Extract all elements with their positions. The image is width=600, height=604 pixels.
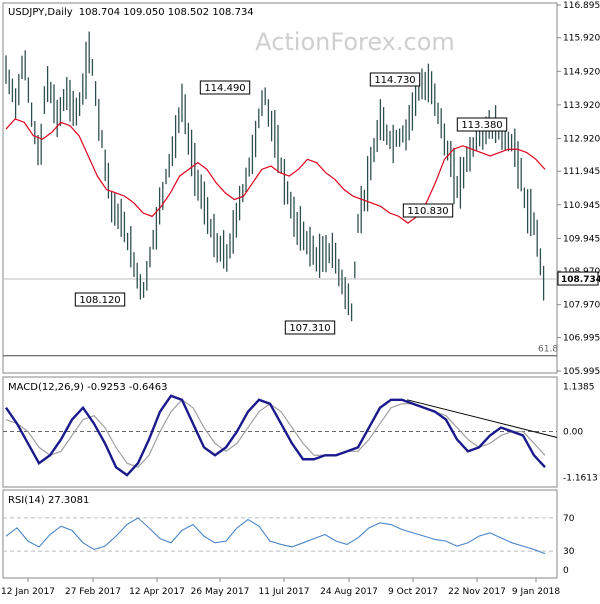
annotation-label: 110.830: [407, 206, 448, 217]
macd-signal-line: [5, 399, 546, 468]
rsi-panel: [2, 489, 558, 579]
rsi-tick-label: 30: [563, 547, 575, 557]
macd-tick-label: -1.1613: [563, 474, 598, 484]
rsi-plot: [3, 517, 557, 555]
y-tick-label: 112.920: [563, 134, 600, 144]
x-tick-label: 12 Jan 2017: [1, 587, 55, 597]
x-tick-label: 22 Nov 2017: [448, 587, 506, 597]
x-tick-label: 27 Feb 2017: [65, 587, 121, 597]
macd-trendline: [407, 399, 558, 438]
x-tick-label: 11 Jul 2017: [259, 587, 310, 597]
ma-line: [5, 118, 546, 224]
y-tick-label: 110.945: [563, 201, 600, 211]
annotation-label: 107.310: [289, 323, 330, 334]
y-tick-label: 113.920: [563, 101, 600, 111]
x-tick-label: 26 May 2017: [191, 587, 250, 597]
y-tick-label: 111.945: [563, 167, 600, 177]
macd-title: MACD(12,26,9) -0.9253 -0.6463: [8, 382, 168, 393]
macd-tick-label: 0.00: [563, 428, 583, 438]
price-plot: 61.8 114.490 108.120 107.310 114.730 113.380 1…: [3, 31, 558, 357]
x-tick-label: 9 Jan 2018: [512, 587, 560, 597]
macd-line: [5, 394, 546, 477]
y-tick-label: 115.920: [563, 34, 600, 44]
rsi-title: RSI(14) 27.3081: [8, 495, 89, 506]
current-price-box: [557, 271, 599, 286]
x-tick-label: 9 Oct 2017: [388, 587, 438, 597]
price-panel: [2, 2, 558, 374]
y-tick-label: 116.895: [563, 1, 600, 11]
watermark: ActionForex.com: [255, 28, 455, 56]
level-label: 61.8: [538, 345, 558, 355]
symbol-label: USDJPY,Daily 108.704 109.050 108.502 108.…: [8, 7, 254, 18]
y-tick-label: 109.945: [563, 234, 600, 244]
y-tick-label: 105.995: [563, 367, 600, 377]
macd-tick-label: 1.1385: [563, 382, 595, 392]
annotation-box: [402, 203, 454, 218]
annotation-box: [369, 72, 421, 87]
y-tick-label: 114.920: [563, 67, 600, 77]
rsi-tick-label: 0: [563, 566, 569, 576]
current-price-label: 108.734: [561, 275, 600, 285]
annotation-label: 114.730: [374, 75, 415, 86]
annotation-label: 114.490: [204, 83, 245, 94]
annotation-box: [456, 117, 508, 132]
y-tick-label: 106.995: [563, 333, 600, 343]
annotation-label: 113.380: [461, 120, 502, 131]
rsi-line: [5, 517, 546, 555]
annotation-box: [284, 320, 336, 335]
x-tick-label: 12 Apr 2017: [129, 587, 185, 597]
y-tick-label: 107.970: [563, 301, 600, 311]
annotation-box: [199, 80, 251, 95]
macd-plot: [3, 394, 558, 477]
annotation-label: 108.120: [79, 295, 120, 306]
rsi-tick-label: 70: [563, 514, 575, 524]
x-tick-label: 24 Aug 2017: [320, 587, 378, 597]
annotation-box: [74, 292, 126, 307]
